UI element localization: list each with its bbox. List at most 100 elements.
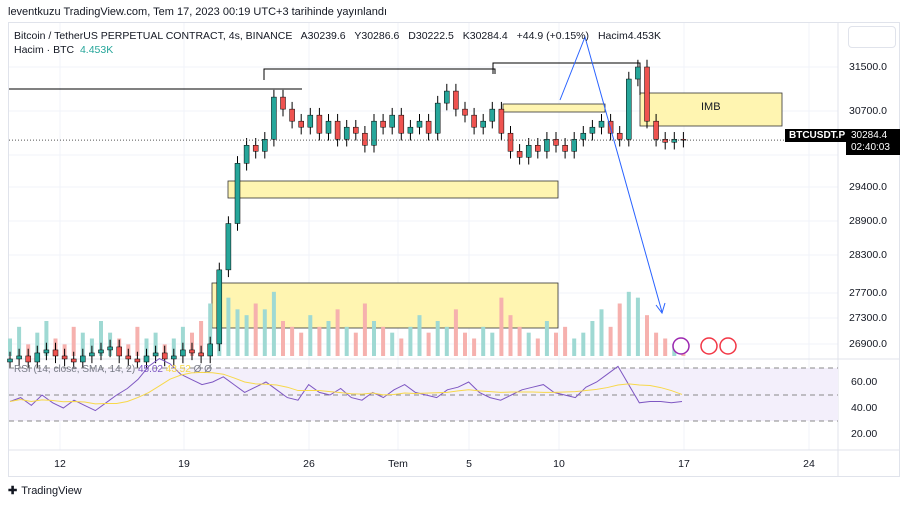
volume-bar (71, 326, 76, 356)
price-change: +44.9 (+0.15%) (516, 30, 590, 42)
volume-bar (317, 326, 322, 356)
candle (343, 126, 350, 140)
candle (25, 355, 31, 363)
candle (16, 355, 22, 360)
candle (453, 90, 459, 110)
volume-bar (654, 332, 659, 356)
volume-bar (590, 321, 595, 356)
volume-bar (417, 315, 422, 356)
candle (225, 223, 232, 271)
volume-bar (663, 338, 668, 356)
candle (535, 145, 541, 152)
candle (152, 352, 159, 357)
volume-label: Hacim · BTC (14, 44, 75, 56)
chart-toolbar-box[interactable] (848, 26, 896, 48)
volume-bar (599, 309, 604, 356)
bar-countdown: 02:40:03 (851, 142, 890, 153)
candle (525, 145, 532, 158)
candle (471, 114, 477, 128)
candle (271, 96, 277, 140)
volume-bar (271, 291, 276, 356)
candle (516, 151, 523, 158)
volume-bar (554, 332, 558, 356)
rsi-extra-2: Ø (204, 364, 212, 375)
volume-bar (526, 332, 531, 356)
price-tick: 30700.0 (849, 105, 887, 117)
range-line (492, 62, 641, 95)
volume-bar (80, 332, 85, 356)
candle (389, 114, 395, 128)
candle (298, 120, 304, 128)
candle (107, 346, 113, 351)
candle (544, 138, 550, 152)
event-icon (700, 337, 718, 355)
volume-bar (372, 321, 376, 356)
candle (43, 349, 50, 354)
time-tick: 10 (553, 458, 565, 470)
candle (161, 352, 168, 360)
volume-bar (608, 326, 613, 356)
candle (134, 358, 141, 363)
price-tick: 29400.0 (849, 181, 887, 193)
volume-bar (326, 321, 331, 356)
rsi-sma-value: 43.52 (165, 364, 191, 375)
candle (653, 120, 659, 140)
rsi-label: RSI (14, close, SMA, 14, 2) (14, 364, 136, 375)
volume-bar (517, 326, 522, 356)
volume-bar (581, 332, 586, 356)
volume-bar (544, 321, 549, 356)
zone-box (227, 180, 559, 199)
candle (589, 126, 596, 134)
price-tick: 31500.0 (849, 61, 887, 73)
volume-bar (408, 326, 413, 356)
volume-bar (199, 321, 204, 356)
candle (207, 343, 213, 357)
volume-bar (308, 315, 313, 356)
candle (98, 349, 104, 354)
candle (480, 120, 486, 128)
candle (262, 138, 268, 152)
volume-bar (535, 338, 540, 356)
candle (380, 120, 386, 128)
arrow-line (559, 35, 663, 313)
candle (216, 269, 223, 345)
time-tick: 26 (303, 458, 315, 470)
time-tick: 12 (54, 458, 66, 470)
volume-bar (435, 321, 440, 356)
published-info: leventkuzu TradingView.com, Tem 17, 2023… (8, 6, 388, 18)
volume-bar (299, 332, 304, 356)
rsi-sma-line (9, 371, 683, 405)
time-tick: 19 (178, 458, 190, 470)
rsi-value: 45.02 (137, 364, 163, 375)
candle (398, 114, 405, 134)
volume-bar (381, 326, 386, 356)
ohlc-low: D30222.5 (408, 30, 454, 42)
volume-bar (253, 303, 258, 356)
candle (280, 96, 286, 110)
candle (425, 120, 432, 134)
volume-bar (281, 321, 285, 356)
tradingview-logo[interactable]: ✚ TradingView (8, 484, 82, 498)
logo-text: TradingView (21, 484, 82, 497)
candle (662, 138, 668, 143)
time-tick: 24 (803, 458, 815, 470)
volume-bar (490, 332, 495, 356)
volume-bar (180, 326, 185, 356)
volume-bar (635, 297, 640, 356)
time-tick: 17 (678, 458, 690, 470)
volume-bar (235, 309, 240, 356)
candle (143, 355, 150, 363)
volume-bar (645, 315, 649, 356)
volume-bar (508, 315, 513, 356)
candle (434, 102, 441, 134)
volume-bar (35, 332, 40, 356)
volume-bar (444, 326, 449, 356)
candle (198, 352, 204, 357)
volume-bar (626, 291, 631, 356)
candle (80, 355, 86, 363)
volume-bar (481, 326, 486, 356)
price-badge: 30284.4 02:40:03 (846, 129, 900, 155)
chart-frame (8, 22, 900, 477)
candle (644, 66, 650, 122)
